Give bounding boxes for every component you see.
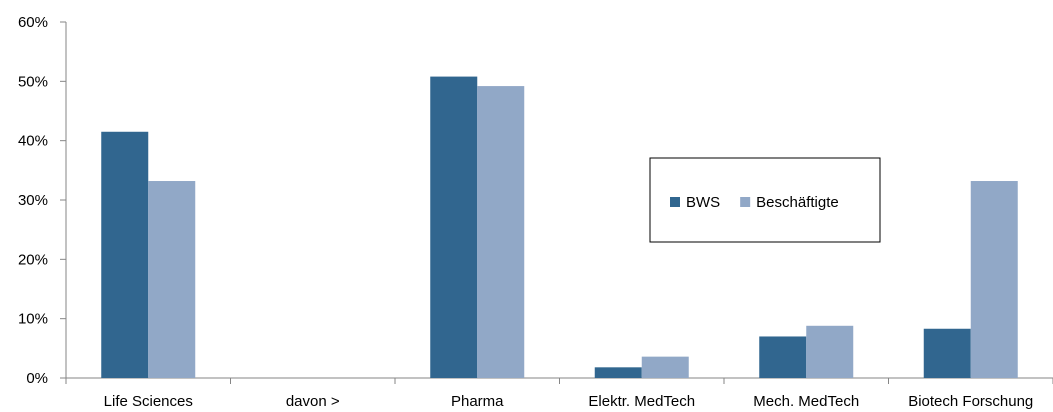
x-category-label: davon > [286,393,340,410]
bars [101,76,1018,378]
bar-bws-mech-medtech [759,336,807,378]
legend-label: BWS [686,194,720,211]
legend-swatch [740,197,751,207]
x-category-label: Mech. MedTech [753,393,859,410]
x-category-label: Pharma [451,393,504,410]
legend-label: Beschäftigte [756,194,839,211]
y-tick-label: 40% [18,133,48,150]
bar-besch-ftigte-elektr-medtech [641,356,689,378]
legend-swatch [670,197,680,207]
bar-besch-ftigte-mech-medtech [806,325,854,378]
bar-besch-ftigte-biotech-forschung [970,181,1018,378]
legend-box [649,157,881,243]
x-category-label: Biotech Forschung [908,393,1033,410]
bar-besch-ftigte-life-sciences [148,181,196,378]
bar-besch-ftigte-pharma [477,86,525,378]
x-category-label: Life Sciences [104,393,193,410]
y-axis: 0% 10% 20% 30% 40% 50% 60% [18,14,67,387]
bar-bws-biotech-forschung [923,328,971,378]
y-tick-label: 30% [18,192,48,209]
bar-bws-life-sciences [101,131,149,378]
x-category-label: Elektr. MedTech [588,393,695,410]
bar-bws-elektr-medtech [594,367,642,378]
x-axis: Life Sciences davon > Pharma Elektr. MedTec… [65,377,1053,410]
y-tick-label: 50% [18,73,48,90]
y-tick-label: 0% [26,370,48,387]
legend: BWS Beschäftigte [649,157,881,243]
y-tick-label: 10% [18,311,48,328]
bar-bws-pharma [430,76,478,378]
y-tick-label: 60% [18,14,48,31]
y-tick-label: 20% [18,251,48,268]
